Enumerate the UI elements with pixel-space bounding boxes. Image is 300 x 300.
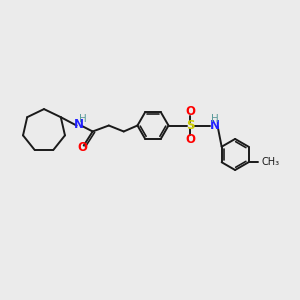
- Text: H: H: [79, 114, 87, 124]
- Text: H: H: [211, 114, 219, 124]
- Text: O: O: [77, 140, 88, 154]
- Text: CH₃: CH₃: [262, 157, 280, 167]
- Text: N: N: [210, 119, 220, 132]
- Text: N: N: [74, 118, 84, 131]
- Text: O: O: [185, 105, 195, 118]
- Text: S: S: [186, 119, 195, 132]
- Text: O: O: [185, 133, 195, 146]
